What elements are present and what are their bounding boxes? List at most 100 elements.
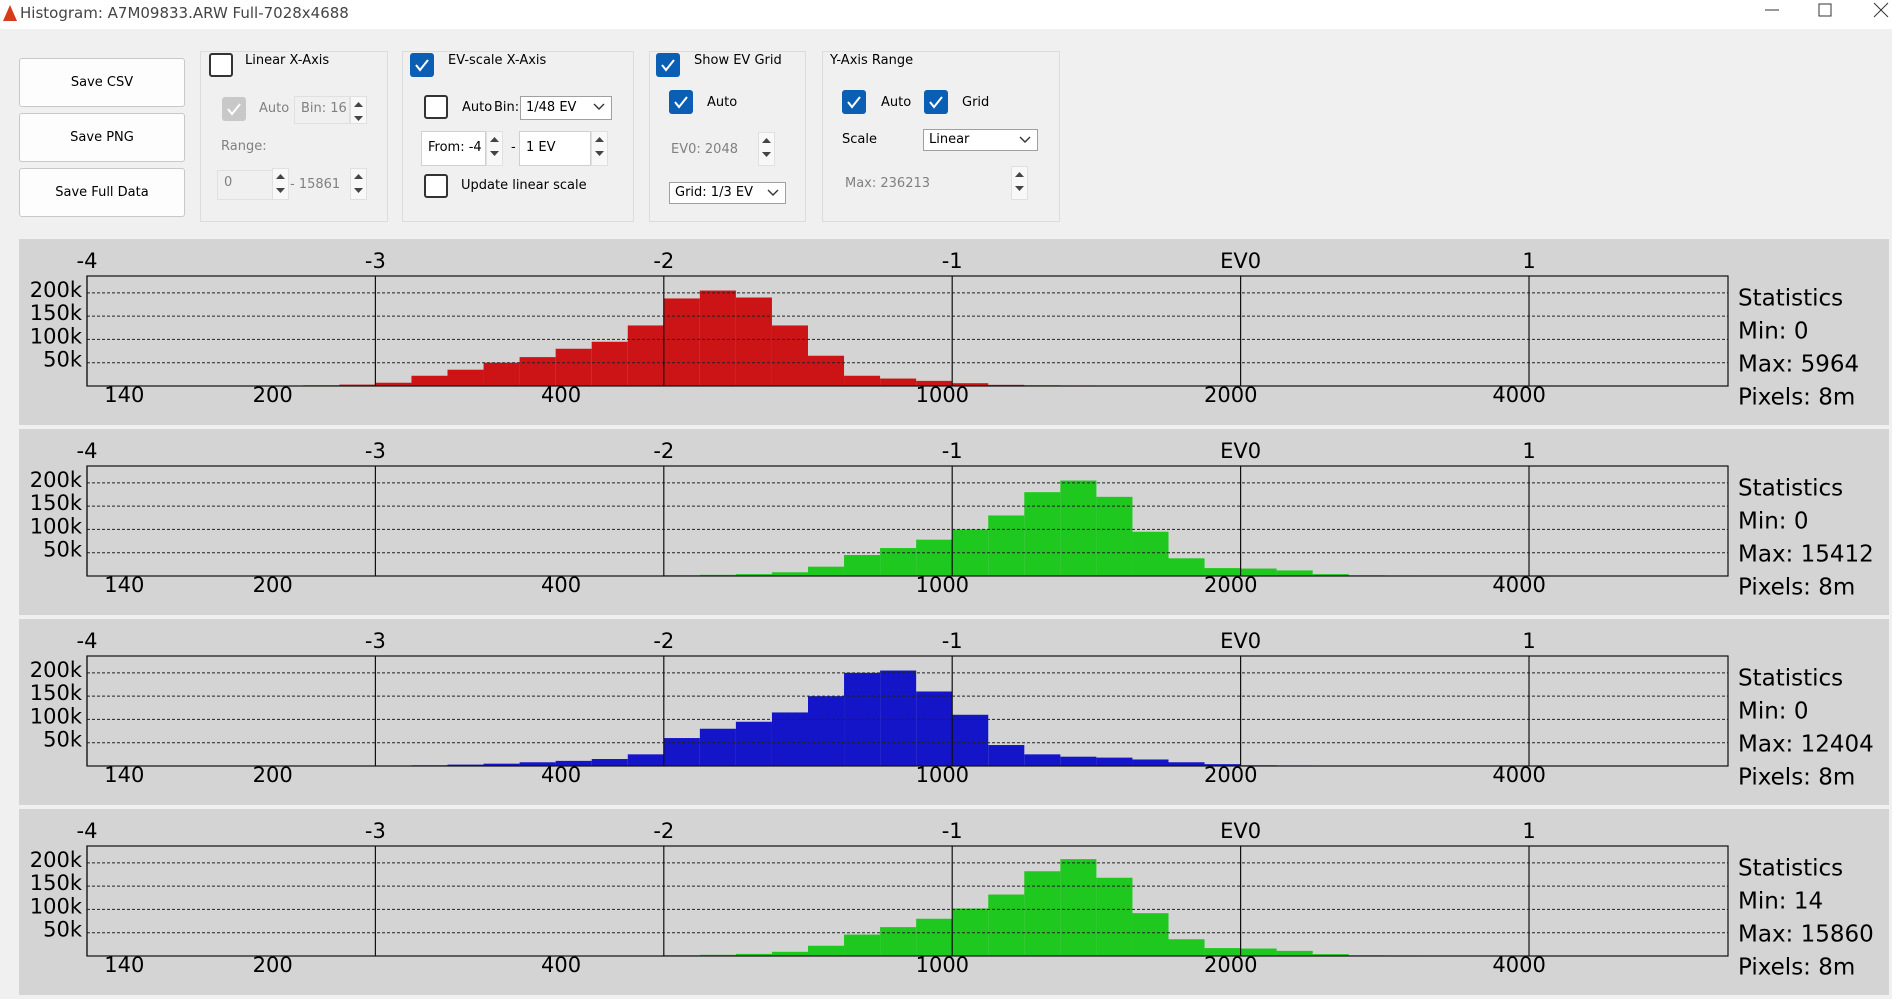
statistics-title: Statistics [1738,666,1843,692]
y-tick-label: 150k [30,301,83,325]
ev-tick-label: -1 [942,819,963,843]
ev0-label: EV0: [671,142,701,157]
plot-frame [86,845,1729,957]
value-tick-label: 2000 [1204,763,1257,787]
value-tick-label: 140 [104,383,144,407]
histogram-bar [880,378,917,386]
ev-tick-label: -1 [942,629,963,653]
save-csv-button[interactable]: Save CSV [19,58,185,107]
histogram-bar [1060,859,1097,956]
value-tick-label: 2000 [1204,953,1257,977]
histogram-bar [771,712,809,766]
histogram-bar [1024,492,1061,576]
histogram-bar [1204,764,1241,766]
y-tick-label: 200k [30,658,83,682]
grid-dropdown[interactable]: Grid: 1/3 EV [669,182,786,204]
dash: - [511,140,516,155]
linear-group [200,51,388,222]
y-tick-label: 100k [30,324,83,348]
grid-checkbox[interactable] [656,53,680,77]
statistics-line: Min: 0 [1738,509,1809,535]
ev-tick-label: -4 [77,439,98,463]
bin-dropdown[interactable]: 1/48 EV [520,96,612,120]
ev-tick-label: -2 [653,629,674,653]
value-tick-label: 140 [104,763,144,787]
spinner-arrows [354,174,363,193]
y-tick-label: 100k [30,514,83,538]
y-tick-label: 200k [30,848,83,872]
statistics-title: Statistics [1738,476,1843,502]
update-checkbox[interactable] [424,174,448,198]
histogram-bar [663,298,700,386]
histogram-panel: 50k 100k 150k 200k -4 -3 -2 -1 EV0 1 140 200 400 1000… [19,239,1889,425]
ev-tick-label: -2 [653,819,674,843]
histogram-bar [808,945,845,956]
yaxis-group [822,51,1060,222]
histogram-panel: 50k 100k 150k 200k -4 -3 -2 -1 EV0 1 140 200 400 1000… [19,809,1889,995]
spinner [758,132,775,166]
ev-tick-label: -3 [365,819,386,843]
histogram-bar [735,297,772,386]
grid-group [649,51,806,222]
histogram-bar [1312,954,1349,956]
grid-checkbox[interactable] [924,90,948,114]
spinner-arrows [762,138,771,157]
scale-dropdown[interactable]: Linear [923,129,1038,151]
ev-checkbox[interactable] [410,53,434,77]
histogram-bar [808,566,845,576]
dropdown-value: 1/48 EV [526,100,577,115]
histogram-bar [771,951,809,956]
statistics-line: Min: 0 [1738,699,1809,725]
histogram-bar [988,515,1025,576]
histogram-bar [1132,531,1169,576]
window-controls[interactable] [1755,0,1892,29]
statistics-line: Min: 0 [1738,319,1809,345]
y-tick-label: 150k [30,871,83,895]
dropdown-value: Linear [929,132,970,147]
ev-tick-label: -3 [365,439,386,463]
value-tick-label: 2000 [1204,573,1257,597]
ev-tick-label: -1 [942,439,963,463]
app-icon [3,5,17,21]
spinner[interactable] [486,131,503,166]
auto-checkbox[interactable] [424,95,448,119]
range-from-field: 0 [217,170,275,200]
range-to-field: - 15861 [290,177,341,192]
from-field[interactable]: From: -4 [421,131,486,166]
ev-tick-label: EV0 [1220,819,1261,843]
histogram-bar [771,572,809,576]
histogram-bar [1168,558,1205,576]
value-tick-label: 4000 [1492,763,1545,787]
histogram-bar [1132,913,1169,956]
histogram-bar [880,927,917,956]
ev-tick-label: -4 [77,249,98,273]
histogram-bar [555,760,592,766]
save-full-data-button[interactable]: Save Full Data [19,168,185,217]
bin-field: Bin: 16 [294,96,350,124]
histogram-bar [916,539,953,576]
histogram-bar [1024,871,1061,956]
group-title: Y-Axis Range [830,53,914,68]
ev-tick-label: -1 [942,249,963,273]
plot-area [87,276,1728,386]
save-png-button[interactable]: Save PNG [19,113,185,162]
histogram-bar [1060,756,1097,766]
histogram-bar [1168,762,1205,766]
to-field[interactable]: 1 EV [519,131,591,166]
statistics-line: Max: 15412 [1738,542,1874,568]
ev-tick-label: -2 [653,439,674,463]
histogram-bar [1204,568,1241,576]
ev-group [402,51,634,222]
auto-checkbox[interactable] [669,90,693,114]
histogram-bar [375,382,412,386]
auto-label: Auto [259,101,290,116]
auto-checkbox[interactable] [842,90,866,114]
spinner[interactable] [591,131,608,166]
linear-checkbox[interactable] [209,53,233,77]
y-tick-label: 200k [30,278,83,302]
value-tick-label: 200 [253,573,293,597]
histogram-bar [555,348,592,386]
